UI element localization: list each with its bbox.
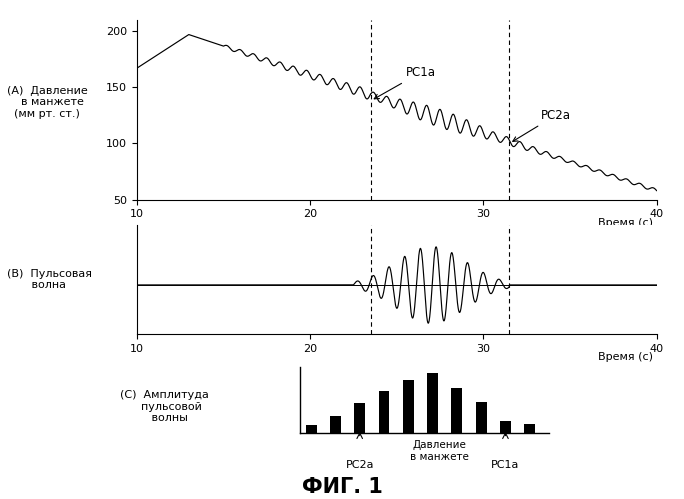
X-axis label: Время (с): Время (с): [598, 218, 653, 228]
Bar: [403, 380, 414, 433]
Text: (С)  Амплитуда
      пульсовой
         волны: (С) Амплитуда пульсовой волны: [120, 390, 209, 423]
X-axis label: Время (с): Время (с): [598, 352, 653, 362]
Text: ФИГ. 1: ФИГ. 1: [302, 477, 382, 497]
Bar: [306, 425, 317, 433]
Bar: [524, 424, 535, 433]
Bar: [451, 388, 462, 433]
Bar: [427, 373, 438, 433]
Bar: [330, 416, 341, 433]
Bar: [354, 403, 365, 433]
Text: РС2а: РС2а: [345, 461, 374, 471]
Text: РС1а: РС1а: [491, 461, 520, 471]
Text: (В)  Пульсовая
       волна: (В) Пульсовая волна: [7, 268, 92, 290]
Bar: [378, 391, 389, 433]
Text: Давление
в манжете: Давление в манжете: [410, 440, 469, 462]
Bar: [500, 421, 511, 433]
Text: PC1a: PC1a: [374, 66, 436, 99]
Bar: [475, 402, 486, 433]
Text: PC2a: PC2a: [513, 109, 570, 141]
Text: (А)  Давление
    в манжете
  (мм рт. ст.): (А) Давление в манжете (мм рт. ст.): [7, 86, 88, 119]
